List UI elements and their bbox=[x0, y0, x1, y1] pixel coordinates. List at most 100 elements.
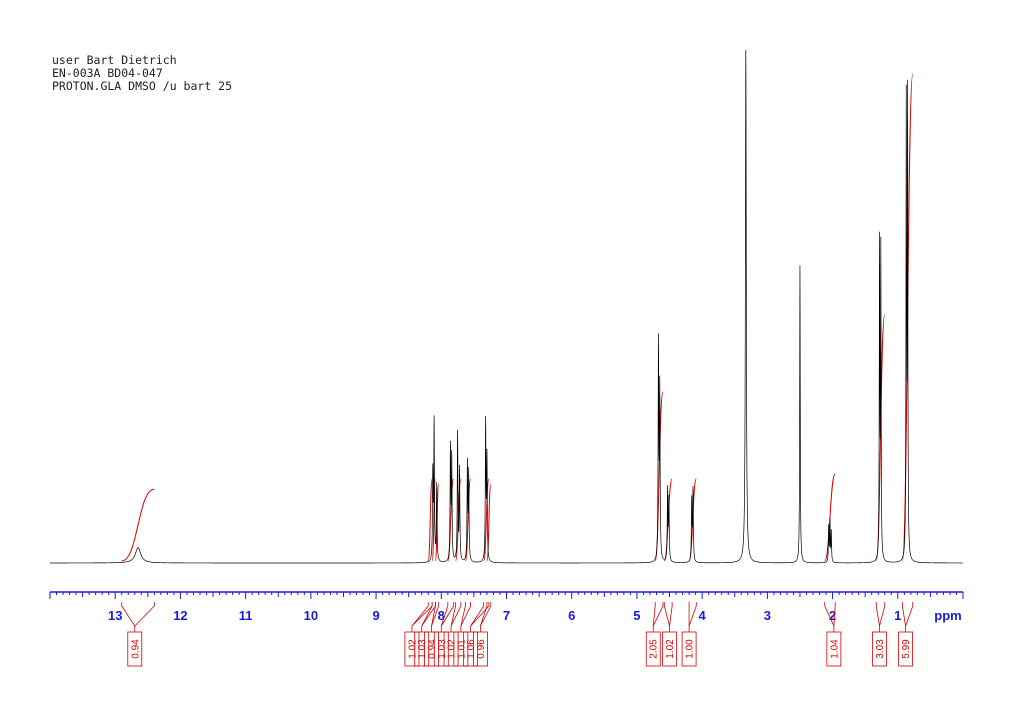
spectrum-header: user Bart Dietrich EN-003A BD04-047 PROT… bbox=[52, 54, 232, 93]
integral-label-3: 0.94 bbox=[424, 602, 440, 667]
axis-unit-label: ppm bbox=[934, 608, 961, 623]
tick-label-5: 5 bbox=[633, 608, 640, 623]
tick-label-3: 3 bbox=[764, 608, 771, 623]
integral-value: 1.03 bbox=[437, 639, 448, 659]
integral-bracket-right bbox=[688, 602, 697, 627]
integral-value: 1.02 bbox=[665, 639, 676, 659]
integral-curves bbox=[121, 73, 914, 562]
integral-curve-7 bbox=[483, 478, 490, 562]
integral-value: 0.96 bbox=[476, 639, 487, 659]
integral-box bbox=[424, 631, 439, 667]
integral-bracket-left bbox=[663, 602, 670, 632]
integral-box bbox=[681, 631, 697, 667]
integral-label-5: 1.02 bbox=[443, 602, 462, 667]
tick-label-9: 9 bbox=[372, 608, 379, 623]
integral-bracket-left bbox=[901, 602, 907, 632]
ppm-axis: 13 12 11 10 9 8 7 6 5 4 3 2 1 ppm bbox=[49, 591, 964, 623]
integral-curve-1 bbox=[427, 478, 433, 562]
integral-bracket-left bbox=[450, 602, 457, 632]
integral-bracket-right bbox=[440, 602, 455, 627]
integral-label-0: 0.94 bbox=[121, 602, 155, 667]
tick-label-13: 13 bbox=[108, 608, 122, 623]
integral-bracket-right bbox=[134, 602, 155, 627]
integral-curve-6 bbox=[464, 478, 472, 562]
integral-labels: 0.94 1.021.030.941.031.021.011.060.96 2.05… bbox=[121, 602, 914, 667]
integral-value: 1.04 bbox=[829, 639, 840, 659]
tick-label-11: 11 bbox=[239, 608, 253, 623]
integral-curve-12 bbox=[824, 473, 836, 562]
integral-label-12: 1.04 bbox=[824, 602, 842, 667]
integral-label-10: 1.02 bbox=[662, 602, 677, 667]
integral-label-9: 2.05 bbox=[645, 602, 664, 667]
tick-label-4: 4 bbox=[699, 608, 707, 623]
integral-curve-2 bbox=[431, 478, 436, 562]
integral-label-13: 3.03 bbox=[872, 602, 887, 667]
integral-bracket-right bbox=[480, 602, 492, 627]
tick-label-1: 1 bbox=[894, 608, 901, 623]
integral-value: 0.94 bbox=[130, 639, 141, 659]
integral-bracket-left bbox=[824, 602, 835, 632]
integral-bracket-left bbox=[652, 602, 656, 632]
integral-bracket-right bbox=[833, 602, 836, 627]
integral-bracket-left bbox=[421, 602, 433, 632]
integral-value: 1.06 bbox=[466, 639, 477, 659]
integral-box bbox=[453, 631, 469, 667]
integral-box bbox=[414, 631, 430, 667]
tick-label-8: 8 bbox=[438, 608, 445, 623]
integral-curve-8 bbox=[486, 483, 492, 562]
integral-value: 3.03 bbox=[875, 639, 886, 659]
integral-box bbox=[433, 631, 449, 667]
integral-box bbox=[662, 631, 677, 667]
integral-bracket-left bbox=[460, 602, 466, 632]
integral-box bbox=[473, 631, 488, 667]
integral-value: 1.01 bbox=[456, 639, 467, 659]
integral-bracket-left bbox=[431, 602, 436, 632]
integral-box bbox=[872, 631, 887, 667]
integral-label-6: 1.01 bbox=[453, 602, 472, 667]
tick-label-10: 10 bbox=[304, 608, 318, 623]
integral-label-7: 1.06 bbox=[463, 602, 490, 667]
integral-bracket-right bbox=[450, 602, 462, 627]
integral-label-4: 1.03 bbox=[433, 602, 455, 667]
integral-bracket-right bbox=[905, 602, 914, 627]
integral-curve-0 bbox=[121, 488, 155, 562]
integral-label-8: 0.96 bbox=[473, 602, 492, 667]
integral-value: 1.03 bbox=[417, 639, 428, 659]
integral-box bbox=[443, 631, 459, 667]
integral-bracket-right bbox=[879, 602, 886, 627]
spectrum-trace bbox=[50, 49, 963, 564]
spectrum-trace-group bbox=[50, 49, 963, 564]
integral-box bbox=[826, 631, 842, 667]
integral-bracket-left bbox=[480, 602, 488, 632]
integral-value: 1.02 bbox=[407, 639, 418, 659]
integral-bracket-left bbox=[875, 602, 880, 632]
header-user-line: user Bart Dietrich bbox=[52, 53, 177, 67]
integral-box bbox=[898, 631, 914, 667]
integral-value: 0.94 bbox=[427, 639, 438, 659]
integral-bracket-right bbox=[652, 602, 664, 627]
integral-bracket-right bbox=[431, 602, 440, 627]
integral-bracket-right bbox=[460, 602, 472, 627]
integral-value: 5.99 bbox=[901, 639, 912, 659]
integral-bracket-right bbox=[669, 602, 673, 627]
header-sample-line: EN-003A BD04-047 bbox=[52, 66, 163, 80]
integral-bracket-left bbox=[470, 602, 485, 632]
integral-bracket-left bbox=[411, 602, 429, 632]
tick-label-6: 6 bbox=[568, 608, 575, 623]
integral-bracket-right bbox=[470, 602, 490, 627]
tick-label-2: 2 bbox=[829, 608, 836, 623]
integral-box bbox=[463, 631, 479, 667]
integral-curve-4 bbox=[447, 478, 455, 562]
integral-value: 1.02 bbox=[447, 639, 458, 659]
integral-bracket-left bbox=[121, 602, 136, 632]
integral-label-14: 5.99 bbox=[898, 602, 914, 667]
integral-box bbox=[404, 631, 420, 667]
integral-label-11: 1.00 bbox=[681, 602, 697, 667]
integral-bracket-left bbox=[440, 602, 449, 632]
integral-box bbox=[127, 631, 143, 667]
header-experiment-line: PROTON.GLA DMSO /u bart 25 bbox=[52, 79, 233, 93]
integral-value: 1.00 bbox=[685, 639, 696, 659]
tick-label-12: 12 bbox=[173, 608, 187, 623]
tick-label-7: 7 bbox=[503, 608, 510, 623]
